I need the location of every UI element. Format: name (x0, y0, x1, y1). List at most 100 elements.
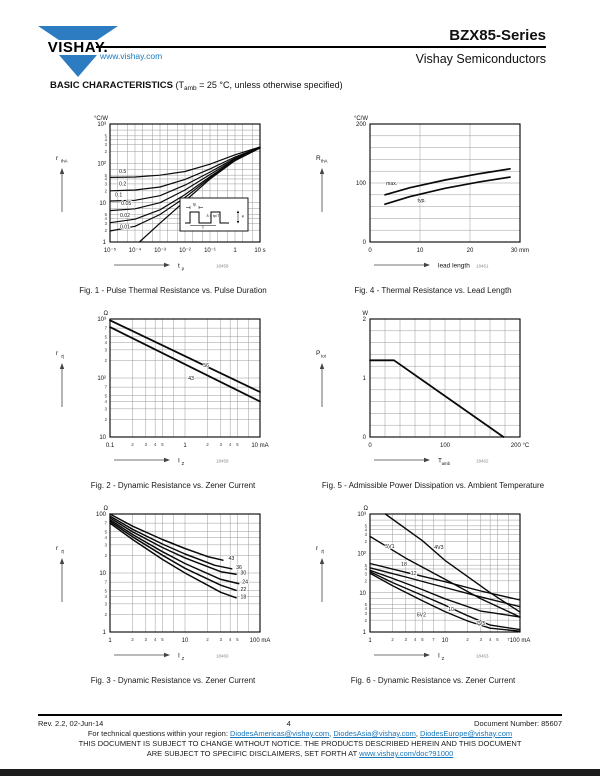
svg-text:W: W (362, 311, 368, 317)
svg-text:Ω: Ω (364, 506, 369, 512)
series-typ. (384, 176, 511, 206)
x-axis-arrow-icon (424, 262, 430, 268)
svg-text:10²: 10² (97, 162, 106, 168)
series-56 (109, 319, 261, 393)
svg-text:P: P (316, 350, 320, 357)
contact-link-americas[interactable]: DiodesAmericas@vishay.com (230, 729, 330, 738)
svg-text:amb: amb (442, 461, 451, 466)
section-condition-post: = 25 °C, unless otherwise specified) (196, 80, 343, 90)
svg-text:7: 7 (105, 385, 108, 390)
series-36 (109, 515, 233, 570)
svg-text:100 mA: 100 mA (250, 638, 271, 644)
svg-text:2: 2 (365, 578, 368, 583)
svg-text:36: 36 (236, 565, 242, 571)
svg-text:4: 4 (414, 637, 417, 642)
svg-text:5: 5 (365, 602, 368, 607)
svg-text:18460: 18460 (216, 654, 229, 659)
svg-text:18: 18 (401, 562, 407, 568)
division-name: Vishay Semiconductors (415, 52, 546, 66)
svg-text:0.05: 0.05 (121, 201, 131, 207)
figure-6: 1 10 10² 10³ 2 3 4 5 2 3 4 5 2 3 4 5 1 10 100 mA 2 3 4 5 7 2 3 4 5 7… (306, 500, 560, 685)
plot-frame (369, 123, 521, 243)
pulse-train-shape (185, 211, 229, 224)
figure-1-chart: 1 10 10² 10³ 2 3 4 5 2 3 4 5 2 3 4 5 10⁻⁵ 10⁻⁴ 10⁻³ 10⁻² 10⁻… (46, 110, 300, 284)
svg-text:1: 1 (183, 443, 187, 449)
svg-text:2: 2 (206, 442, 209, 447)
vishay-website-link[interactable]: www.vishay.com (100, 51, 163, 61)
svg-text:10³: 10³ (97, 317, 106, 323)
svg-text:10: 10 (442, 638, 449, 644)
svg-text:3: 3 (105, 406, 108, 411)
svg-text:10: 10 (99, 571, 106, 577)
svg-text:3: 3 (365, 611, 368, 616)
svg-text:3: 3 (105, 221, 108, 226)
disclaimer-link[interactable]: www.vishay.com/doc?91000 (359, 749, 454, 758)
svg-text:5: 5 (496, 637, 499, 642)
svg-text:100: 100 (96, 512, 107, 518)
svg-text:3: 3 (105, 542, 108, 547)
svg-text:3: 3 (105, 347, 108, 352)
svg-text:10 mA: 10 mA (251, 443, 268, 449)
vishay-wordmark: VISHAY. (47, 39, 109, 56)
svg-text:2: 2 (131, 637, 134, 642)
svg-text:Z: Z (442, 656, 445, 661)
series-30 (109, 517, 237, 576)
svg-text:4: 4 (154, 637, 157, 642)
svg-text:4: 4 (105, 340, 108, 345)
svg-text:5: 5 (421, 637, 424, 642)
svg-text:1: 1 (363, 630, 367, 636)
svg-text:4: 4 (105, 399, 108, 404)
figure-4-caption: Fig. 4 - Thermal Resistance vs. Lead Len… (354, 286, 512, 295)
svg-text:5: 5 (105, 334, 108, 339)
svg-text:p: p (182, 266, 185, 271)
svg-text:18459: 18459 (216, 459, 229, 464)
svg-text:3: 3 (105, 601, 108, 606)
svg-text:18458: 18458 (216, 264, 229, 269)
svg-text:R: R (316, 155, 321, 162)
svg-text:10: 10 (448, 607, 454, 613)
contact-link-asia[interactable]: DiodesAsia@vishay.com (333, 729, 416, 738)
svg-text:10²: 10² (357, 552, 366, 558)
svg-text:tp: tp (193, 202, 197, 207)
svg-text:4: 4 (229, 637, 232, 642)
disclaimer-line-1: THIS DOCUMENT IS SUBJECT TO CHANGE WITHO… (78, 739, 522, 748)
svg-text:3: 3 (105, 181, 108, 186)
series-7V5 (369, 571, 521, 631)
svg-text:7V5: 7V5 (476, 621, 485, 627)
svg-text:4: 4 (105, 137, 108, 142)
svg-text:3: 3 (145, 442, 148, 447)
svg-text:1: 1 (368, 638, 372, 644)
series-max. (384, 167, 511, 196)
svg-text:2: 2 (105, 228, 108, 233)
svg-text:2: 2 (105, 417, 108, 422)
svg-text:2: 2 (466, 637, 469, 642)
svg-text:0.02: 0.02 (120, 213, 130, 219)
y-axis-arrow-icon (319, 558, 325, 564)
svg-text:12: 12 (411, 571, 417, 577)
svg-text:Z: Z (182, 461, 185, 466)
separator: , (415, 729, 421, 738)
svg-text:0: 0 (368, 443, 372, 449)
svg-text:5: 5 (105, 133, 108, 138)
series-curve (369, 359, 505, 438)
pulse-waveform-inset: tp δ = tp/T T P (179, 197, 249, 232)
contact-link-europe[interactable]: DiodesEurope@vishay.com (420, 729, 513, 738)
svg-text:2: 2 (105, 612, 108, 617)
svg-text:2: 2 (365, 539, 368, 544)
svg-text:3: 3 (220, 637, 223, 642)
svg-text:30: 30 (241, 571, 247, 577)
chart-canvas: 0 1 2 0 100 200 °C W P tot T amb 18462 (316, 311, 530, 466)
chart-canvas: 0 100 200 0 10 20 30 mm °C/W R thA lead length 1846… (316, 116, 529, 270)
svg-text:2: 2 (105, 188, 108, 193)
section-heading: BASIC CHARACTERISTICS (Tamb = 25 °C, unl… (50, 80, 343, 92)
figure-5-caption: Fig. 5 - Admissible Power Dissipation vs… (321, 481, 545, 490)
svg-text:0: 0 (368, 248, 372, 254)
svg-text:10: 10 (359, 591, 366, 597)
svg-text:200 °C: 200 °C (511, 443, 530, 449)
y-axis-arrow-icon (59, 558, 65, 564)
